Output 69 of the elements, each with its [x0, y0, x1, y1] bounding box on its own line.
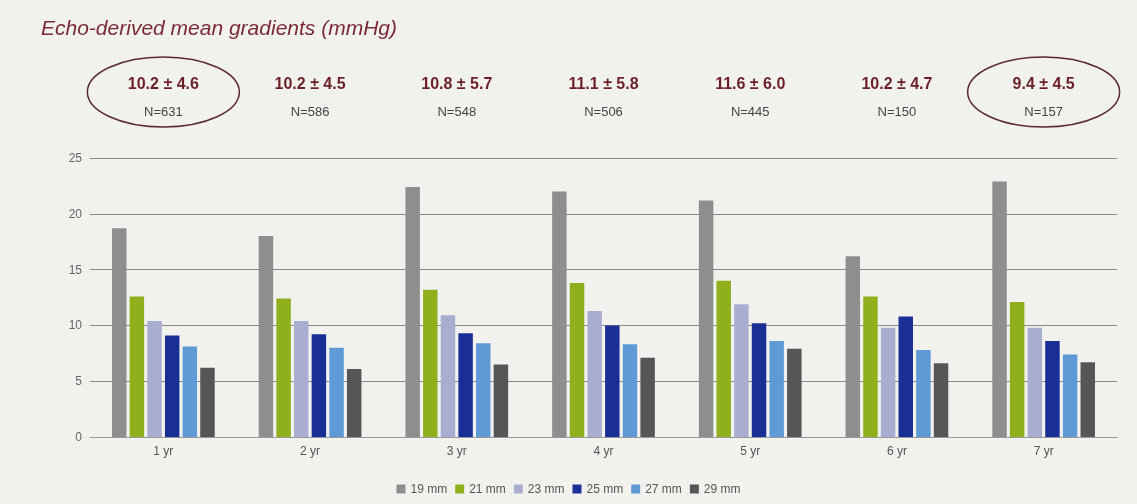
chart-title: Echo-derived mean gradients (mmHg)	[41, 16, 397, 39]
y-tick-label: 25	[68, 151, 83, 165]
text: 11.6 ± 6.0	[715, 74, 786, 92]
bar	[182, 346, 198, 437]
text: 9.4 ± 4.5	[1012, 74, 1075, 92]
text: N=586	[290, 104, 330, 119]
bar	[476, 343, 491, 437]
bar	[1062, 354, 1078, 437]
legend-label: 19 mm	[410, 482, 448, 496]
legend-label: 23 mm	[527, 482, 565, 496]
bar	[294, 320, 309, 437]
bar	[1027, 327, 1043, 437]
bar	[1045, 341, 1060, 437]
text: N=150	[877, 104, 917, 119]
bar	[147, 320, 162, 437]
bar	[880, 327, 896, 437]
bar	[346, 368, 362, 437]
bar	[898, 316, 913, 437]
text: 10.2 ± 4.7	[861, 74, 933, 92]
bar	[933, 363, 949, 437]
bar	[200, 367, 215, 437]
x-tick-label: 6 yr	[886, 444, 907, 458]
legend-label: 25 mm	[586, 482, 624, 496]
bar	[716, 280, 731, 437]
text: 11.1 ± 5.8	[568, 74, 639, 92]
bar	[769, 341, 784, 437]
bar	[129, 296, 145, 437]
x-tick-label: 4 yr	[593, 444, 614, 458]
text: N=548	[437, 104, 477, 119]
bar	[276, 298, 291, 437]
bar	[640, 357, 655, 437]
bar	[587, 310, 602, 437]
y-tick-label: 10	[68, 318, 83, 333]
legend-label: 29 mm	[703, 482, 741, 496]
bar	[734, 304, 749, 437]
bar	[440, 315, 456, 437]
bar	[569, 282, 585, 437]
x-tick-label: 1 yr	[153, 444, 174, 458]
text: N=506	[584, 104, 623, 119]
text: N=157	[1024, 104, 1063, 119]
text: N=445	[730, 104, 770, 119]
text: N=631	[144, 104, 183, 119]
bar	[751, 323, 767, 437]
bar	[916, 349, 931, 437]
bar	[863, 296, 878, 437]
bar	[329, 347, 344, 437]
bar	[493, 364, 509, 437]
bar	[311, 334, 327, 437]
y-tick-label: 0	[75, 430, 83, 444]
bar	[622, 344, 638, 437]
bar	[787, 348, 802, 437]
text: 10.8 ± 5.7	[421, 74, 493, 92]
legend-label: 27 mm	[645, 482, 682, 496]
x-tick-label: 5 yr	[740, 444, 761, 458]
bar	[164, 335, 180, 437]
bar	[1080, 362, 1095, 437]
bar	[605, 325, 620, 437]
x-tick-label: 7 yr	[1033, 444, 1054, 458]
bar	[458, 333, 473, 437]
x-tick-label: 2 yr	[300, 444, 321, 458]
y-tick-label: 20	[68, 206, 83, 221]
legend-label: 21 mm	[469, 482, 506, 496]
text: 10.2 ± 4.6	[127, 74, 199, 92]
y-tick-label: 5	[75, 374, 83, 389]
bar	[423, 289, 438, 437]
y-tick-label: 15	[68, 262, 83, 277]
text: 10.2 ± 4.5	[274, 74, 346, 92]
bar	[1009, 301, 1025, 437]
x-tick-label: 3 yr	[446, 444, 467, 458]
